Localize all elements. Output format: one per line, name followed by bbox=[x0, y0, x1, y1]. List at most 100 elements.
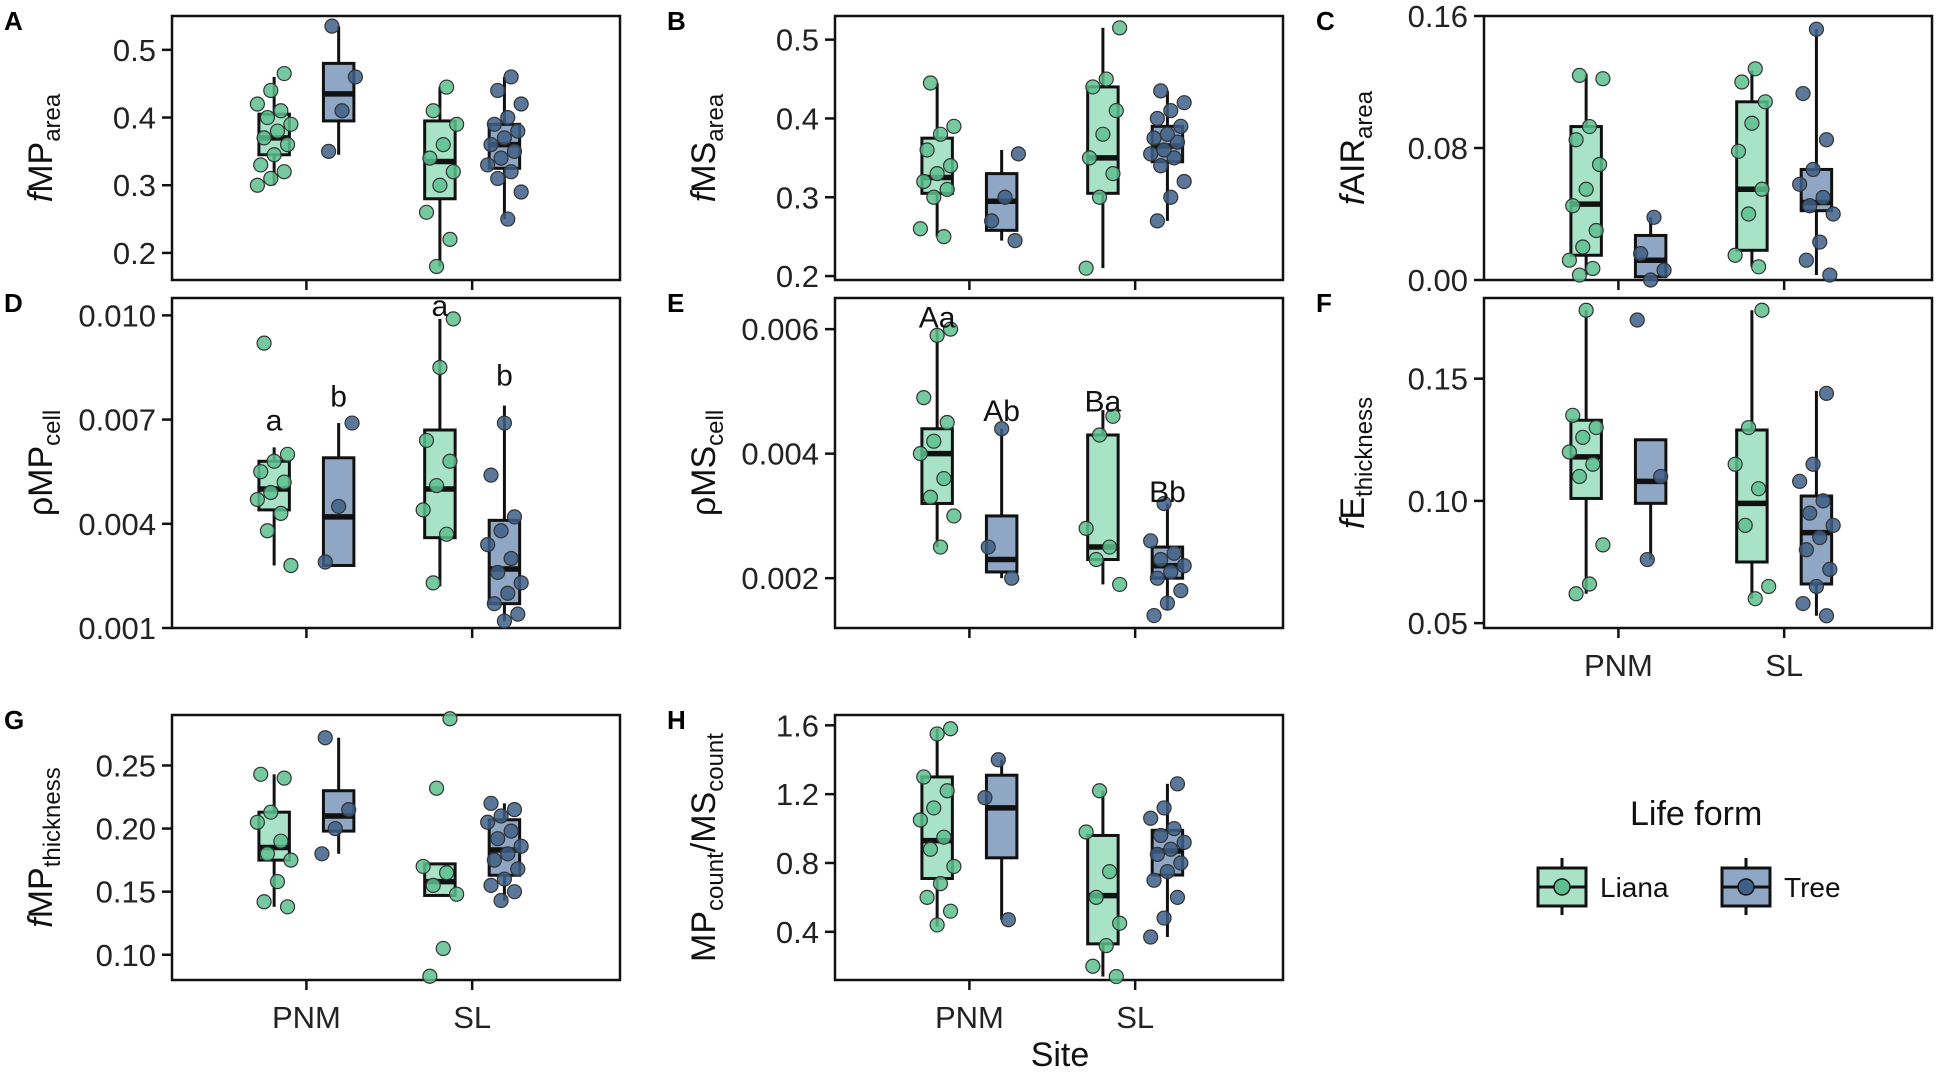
data-point bbox=[1163, 189, 1179, 205]
box-sl-tree bbox=[1143, 776, 1192, 945]
data-point bbox=[1795, 85, 1811, 102]
data-point bbox=[418, 432, 435, 449]
data-point bbox=[1163, 841, 1179, 857]
y-tick-label: 0.5 bbox=[113, 33, 156, 68]
data-point bbox=[510, 606, 526, 622]
data-point bbox=[269, 873, 286, 890]
data-point bbox=[449, 886, 465, 902]
data-point bbox=[506, 884, 523, 900]
data-point bbox=[1169, 776, 1186, 792]
box-sl-tree bbox=[1792, 21, 1841, 283]
x-tick-label: SL bbox=[453, 1000, 491, 1035]
data-point bbox=[932, 126, 949, 142]
data-point bbox=[1153, 83, 1169, 99]
y-tick-label: 0.5 bbox=[776, 23, 819, 58]
data-point bbox=[929, 327, 945, 343]
data-point bbox=[493, 523, 509, 539]
data-point bbox=[1163, 564, 1179, 580]
data-point bbox=[442, 231, 458, 247]
data-point bbox=[1646, 209, 1662, 225]
data-point bbox=[1822, 561, 1838, 577]
data-point bbox=[276, 65, 292, 82]
y-tick-label: 0.010 bbox=[78, 298, 156, 333]
data-point bbox=[1818, 132, 1835, 148]
data-point bbox=[1156, 800, 1172, 816]
data-point bbox=[936, 470, 952, 487]
data-point bbox=[929, 917, 945, 933]
y-tick-label: 0.05 bbox=[1408, 606, 1468, 641]
data-point bbox=[939, 181, 955, 197]
data-point bbox=[990, 752, 1006, 768]
data-point bbox=[432, 177, 448, 193]
data-point bbox=[1751, 259, 1767, 275]
data-point bbox=[1159, 126, 1176, 142]
data-point bbox=[425, 103, 441, 119]
panel-letter: H bbox=[667, 705, 686, 735]
data-point bbox=[321, 143, 337, 159]
data-point bbox=[1010, 146, 1027, 162]
y-tick-label: 0.10 bbox=[1408, 484, 1468, 519]
data-point bbox=[1153, 551, 1169, 568]
data-point bbox=[1007, 232, 1023, 249]
box-pnm-tree bbox=[314, 730, 357, 862]
x-tick-label: SL bbox=[1765, 648, 1803, 683]
data-point bbox=[439, 79, 455, 95]
data-point bbox=[1761, 578, 1777, 595]
legend: Life form Liana Tree bbox=[1536, 795, 1841, 915]
data-point bbox=[1166, 820, 1182, 837]
box-pnm-tree: Ab bbox=[980, 395, 1020, 586]
data-point bbox=[1656, 262, 1672, 278]
data-point bbox=[1176, 173, 1192, 190]
data-point bbox=[1808, 578, 1825, 595]
data-point bbox=[503, 69, 519, 85]
data-point bbox=[939, 414, 955, 431]
y-tick-label: 0.3 bbox=[776, 180, 819, 215]
data-point bbox=[1734, 74, 1750, 90]
data-point bbox=[425, 877, 441, 893]
data-point bbox=[916, 173, 932, 190]
significance-label: a bbox=[266, 405, 283, 438]
data-point bbox=[483, 467, 499, 483]
data-point bbox=[1102, 539, 1118, 555]
data-point bbox=[994, 421, 1010, 437]
data-point bbox=[490, 170, 506, 187]
box-pnm-tree bbox=[1633, 209, 1672, 288]
x-tick-label: SL bbox=[1116, 1000, 1154, 1035]
data-point bbox=[266, 147, 282, 163]
data-point bbox=[1792, 473, 1808, 489]
data-point bbox=[1585, 456, 1601, 472]
data-point bbox=[946, 858, 962, 875]
y-axis-label: ρMScell bbox=[685, 410, 729, 516]
data-point bbox=[249, 177, 265, 193]
box-pnm-tree bbox=[977, 752, 1019, 928]
box-sl-liana bbox=[1078, 783, 1128, 985]
data-point bbox=[1004, 570, 1020, 586]
data-point bbox=[253, 157, 269, 173]
data-point bbox=[445, 311, 461, 327]
data-point bbox=[415, 858, 431, 875]
data-point bbox=[331, 498, 347, 515]
data-point bbox=[1818, 385, 1835, 401]
data-point bbox=[314, 846, 330, 862]
data-point bbox=[503, 550, 519, 567]
data-point bbox=[1808, 21, 1825, 37]
data-point bbox=[922, 841, 939, 857]
plot-frame bbox=[1482, 14, 1934, 282]
data-point bbox=[418, 204, 435, 220]
box-sl-tree: Bb bbox=[1143, 476, 1192, 624]
data-point bbox=[1639, 551, 1655, 568]
data-point bbox=[428, 258, 445, 275]
data-point bbox=[1143, 810, 1159, 826]
box-iqr bbox=[321, 456, 356, 567]
x-tick-label: PNM bbox=[935, 1000, 1004, 1035]
data-point bbox=[344, 415, 360, 431]
box-iqr bbox=[984, 773, 1019, 860]
y-tick-label: 0.2 bbox=[776, 259, 819, 294]
data-point bbox=[480, 537, 496, 553]
data-point bbox=[1081, 150, 1098, 166]
data-point bbox=[503, 823, 519, 839]
significance-label: Ab bbox=[983, 395, 1020, 428]
data-point bbox=[439, 865, 455, 881]
data-point bbox=[1595, 71, 1611, 87]
box-pnm-tree bbox=[984, 146, 1027, 249]
